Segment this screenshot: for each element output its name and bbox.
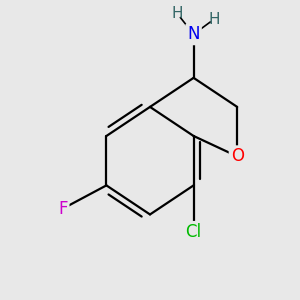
Text: H: H — [172, 6, 183, 21]
Text: Cl: Cl — [185, 223, 202, 241]
Text: O: O — [231, 147, 244, 165]
Text: N: N — [187, 25, 200, 43]
Text: H: H — [209, 12, 220, 27]
Text: F: F — [58, 200, 68, 217]
